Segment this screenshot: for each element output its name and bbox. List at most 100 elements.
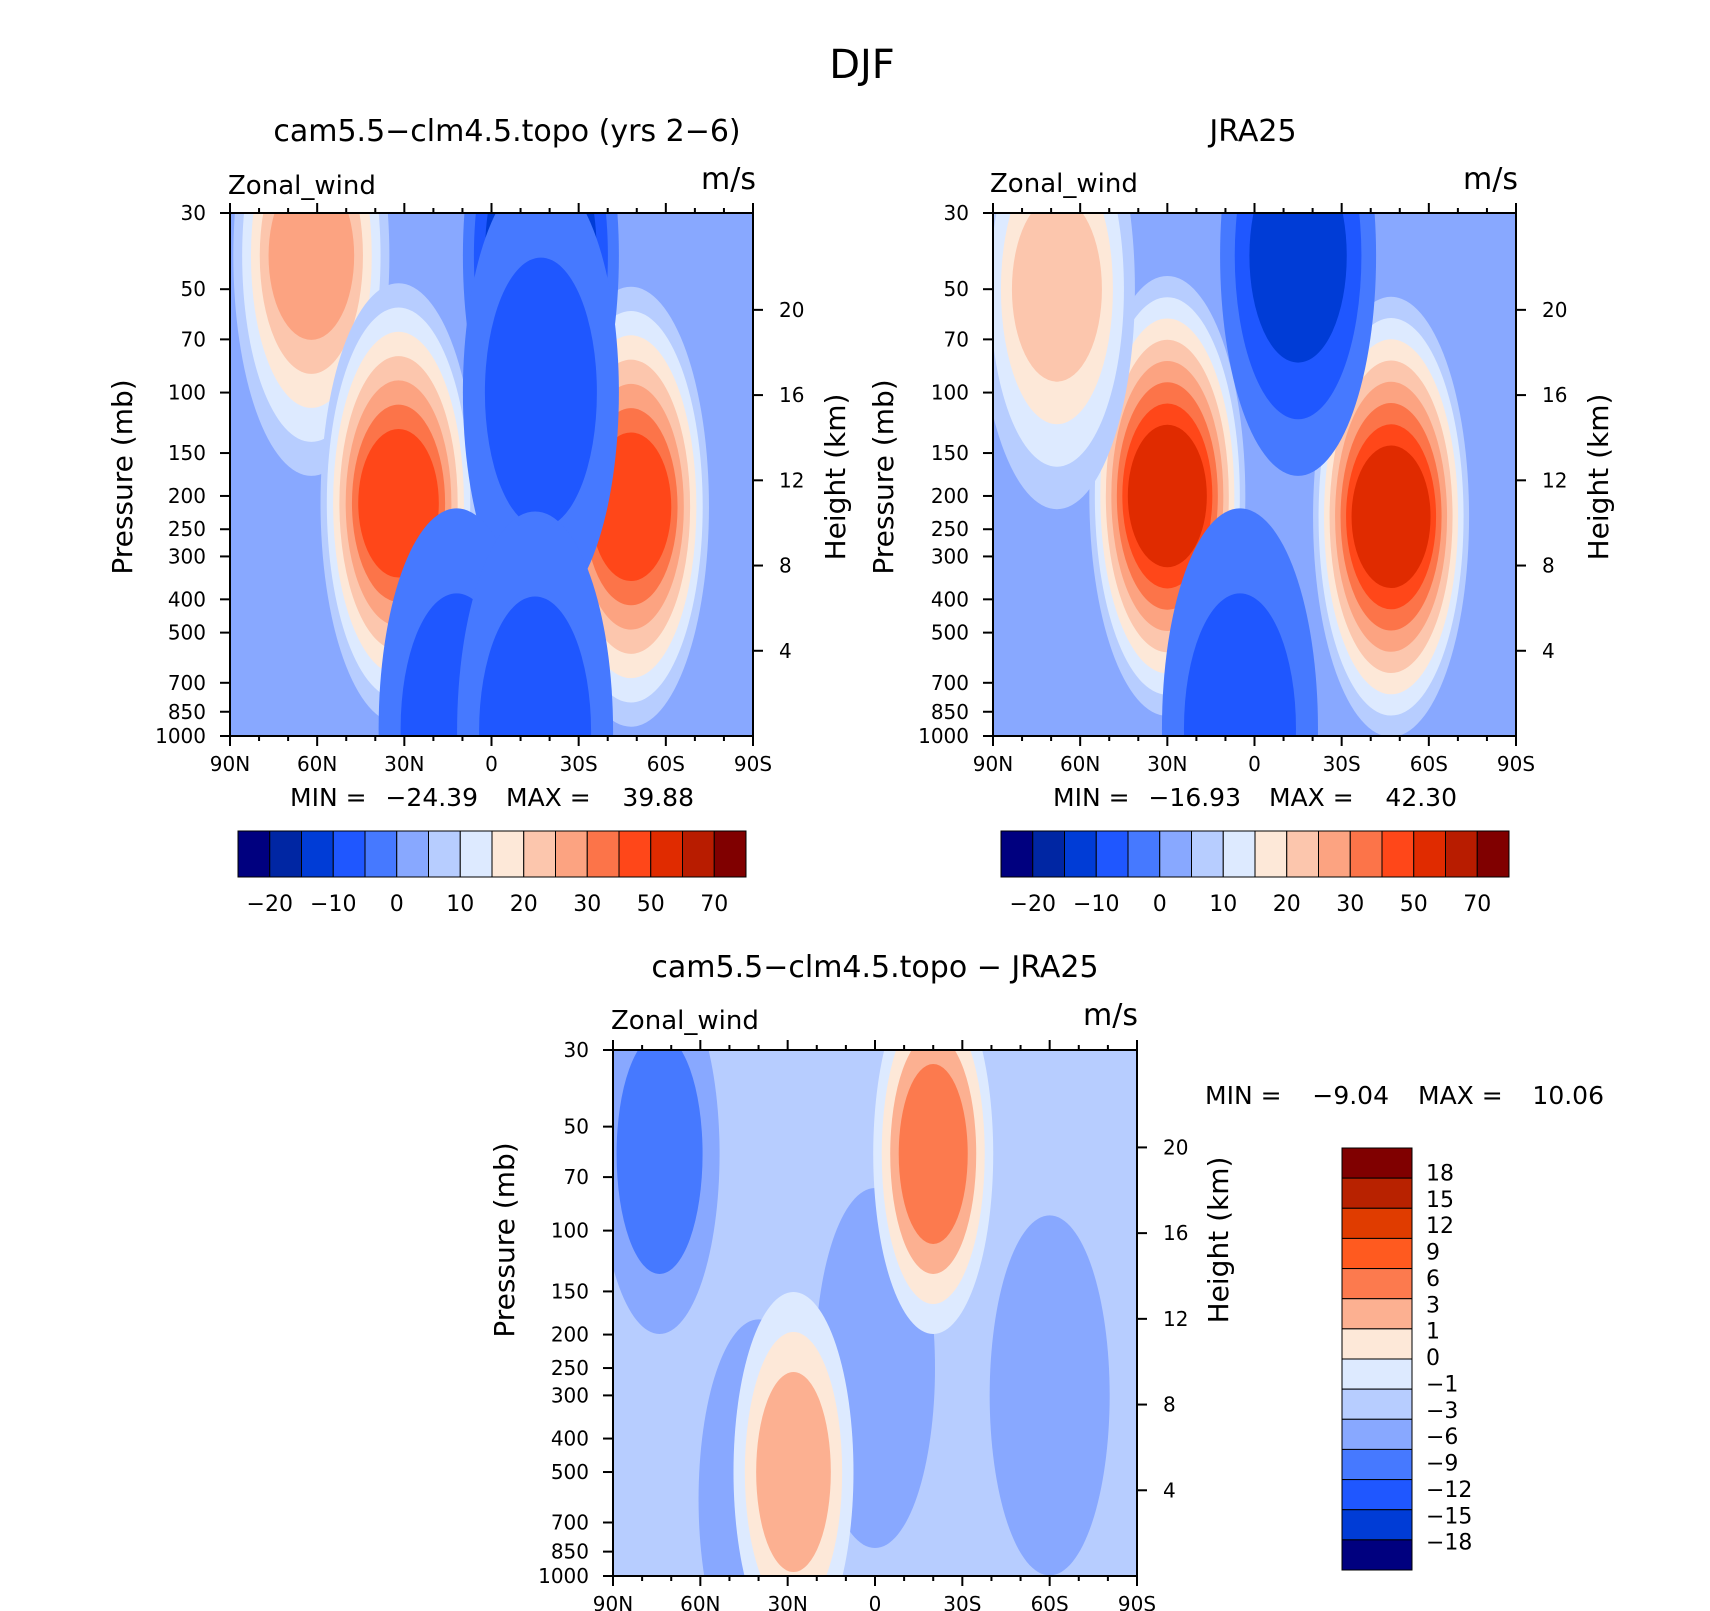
colorbar-box xyxy=(237,830,271,878)
y-tick-label: 700 xyxy=(551,1510,589,1534)
colorbar-label: −10 xyxy=(1073,892,1119,917)
x-tick-label: 90S xyxy=(1497,752,1535,776)
y-tick-label: 70 xyxy=(944,327,969,351)
x-tick-label: 30S xyxy=(943,1592,981,1611)
y-tick-label: 250 xyxy=(931,517,969,541)
contour-band xyxy=(756,1372,831,1573)
colorbar-label: 10 xyxy=(1209,892,1237,917)
panel-difference-min-label: MIN = xyxy=(1205,1081,1282,1110)
colorbar-box xyxy=(1476,830,1510,878)
colorbar-box xyxy=(459,830,493,878)
y-tick-label: 850 xyxy=(168,700,206,724)
panel-difference-contours xyxy=(613,1050,1110,1576)
colorbar-box xyxy=(1191,830,1224,878)
colorbar-box xyxy=(682,830,715,878)
x-tick-label: 90N xyxy=(210,752,250,776)
y-tick-label: 200 xyxy=(551,1323,589,1347)
panel-model-max-label: MAX = xyxy=(506,783,591,812)
y-tick-label: 30 xyxy=(944,201,969,225)
panel-difference-units-label: m/s xyxy=(1083,998,1138,1033)
contour-band xyxy=(479,596,592,736)
x-tick-label: 90N xyxy=(593,1592,633,1611)
height-tick-label: 16 xyxy=(1163,1221,1188,1245)
colorbar-label: 0 xyxy=(1426,1346,1440,1371)
colorbar-label: 15 xyxy=(1426,1188,1454,1213)
colorbar-box xyxy=(301,830,334,878)
colorbar-box xyxy=(1445,830,1478,878)
panel-reanalysis-variable-label: Zonal_wind xyxy=(990,169,1138,199)
y-tick-label: 200 xyxy=(931,484,969,508)
colorbar-box xyxy=(1341,1298,1413,1330)
contour-band xyxy=(1011,213,1102,382)
colorbar-label: 12 xyxy=(1426,1214,1454,1239)
colorbar-box xyxy=(1127,830,1161,878)
colorbar-label: 50 xyxy=(1400,892,1428,917)
colorbar-box xyxy=(1381,830,1415,878)
colorbar-label: 1 xyxy=(1426,1320,1440,1345)
height-tick-label: 4 xyxy=(1163,1478,1176,1502)
y-tick-label: 250 xyxy=(168,517,206,541)
colorbar-label: 70 xyxy=(1463,892,1491,917)
panel-model-ticks: 90N 60N 30N 0 30S 60S 90S 30 50 70 100 150 200 250 300… xyxy=(155,201,804,776)
x-tick-label: 60N xyxy=(680,1592,720,1611)
contour-band xyxy=(484,257,597,528)
panel-difference-ylabel-right: Height (km) xyxy=(1202,1157,1235,1324)
panel-reanalysis-max-value: 42.30 xyxy=(1385,783,1457,812)
panel-model-units-label: m/s xyxy=(701,162,756,197)
y-tick-label: 30 xyxy=(564,1038,589,1062)
y-tick-label: 1000 xyxy=(538,1564,589,1588)
x-tick-label: 60S xyxy=(1031,1592,1069,1611)
height-tick-label: 12 xyxy=(1163,1307,1188,1331)
height-tick-label: 20 xyxy=(1163,1135,1188,1159)
y-tick-label: 50 xyxy=(564,1115,589,1139)
panel-reanalysis-ylabel-right: Height (km) xyxy=(1582,394,1615,561)
colorbar-label: 70 xyxy=(700,892,728,917)
panel-model-variable-label: Zonal_wind xyxy=(228,171,376,201)
x-tick-label: 30S xyxy=(1323,752,1361,776)
y-tick-label: 850 xyxy=(931,700,969,724)
height-tick-label: 16 xyxy=(779,383,804,407)
x-tick-label: 30N xyxy=(384,752,424,776)
y-tick-label: 500 xyxy=(551,1460,589,1484)
colorbar-label: −3 xyxy=(1426,1399,1458,1424)
y-tick-label: 150 xyxy=(168,441,206,465)
height-tick-label: 20 xyxy=(1542,298,1567,322)
y-tick-label: 70 xyxy=(564,1165,589,1189)
colorbar-box xyxy=(1341,1448,1413,1481)
y-tick-label: 200 xyxy=(168,484,206,508)
y-tick-label: 300 xyxy=(931,544,969,568)
colorbar-box xyxy=(332,830,366,878)
panel-model-min-label: MIN = xyxy=(290,783,367,812)
panel-model: cam5.5−clm4.5.topo (yrs 2−6) Zonal_wind … xyxy=(106,114,852,917)
colorbar-label: −1 xyxy=(1426,1372,1458,1397)
colorbar-box xyxy=(650,830,683,878)
contour-band xyxy=(1127,424,1207,568)
y-tick-label: 1000 xyxy=(918,724,969,748)
colorbar-label: 6 xyxy=(1426,1267,1440,1292)
y-tick-label: 150 xyxy=(931,441,969,465)
colorbar-box xyxy=(396,830,429,878)
y-tick-label: 150 xyxy=(551,1279,589,1303)
colorbar-label: −15 xyxy=(1426,1504,1472,1529)
panel-difference-max-label: MAX = xyxy=(1418,1081,1503,1110)
colorbar-box xyxy=(1000,830,1034,878)
colorbar-box xyxy=(1254,830,1288,878)
colorbar-box xyxy=(491,830,525,878)
figure-title: DJF xyxy=(829,42,895,88)
y-tick-label: 100 xyxy=(551,1219,589,1243)
colorbar-box xyxy=(1032,830,1065,878)
colorbar-box xyxy=(1341,1328,1413,1360)
contour-band xyxy=(1351,445,1431,589)
x-tick-label: 60S xyxy=(1410,752,1448,776)
height-tick-label: 12 xyxy=(779,468,804,492)
contour-band xyxy=(1249,213,1347,363)
y-tick-label: 300 xyxy=(551,1383,589,1407)
panel-model-colorbar: −20 −10 0 10 20 30 50 70 xyxy=(237,830,747,917)
panel-difference-ylabel: Pressure (mb) xyxy=(488,1142,521,1337)
colorbar-box xyxy=(555,830,588,878)
colorbar-box xyxy=(1341,1207,1413,1239)
height-tick-label: 4 xyxy=(1542,639,1555,663)
colorbar-box xyxy=(1341,1479,1413,1511)
height-tick-label: 16 xyxy=(1542,383,1567,407)
